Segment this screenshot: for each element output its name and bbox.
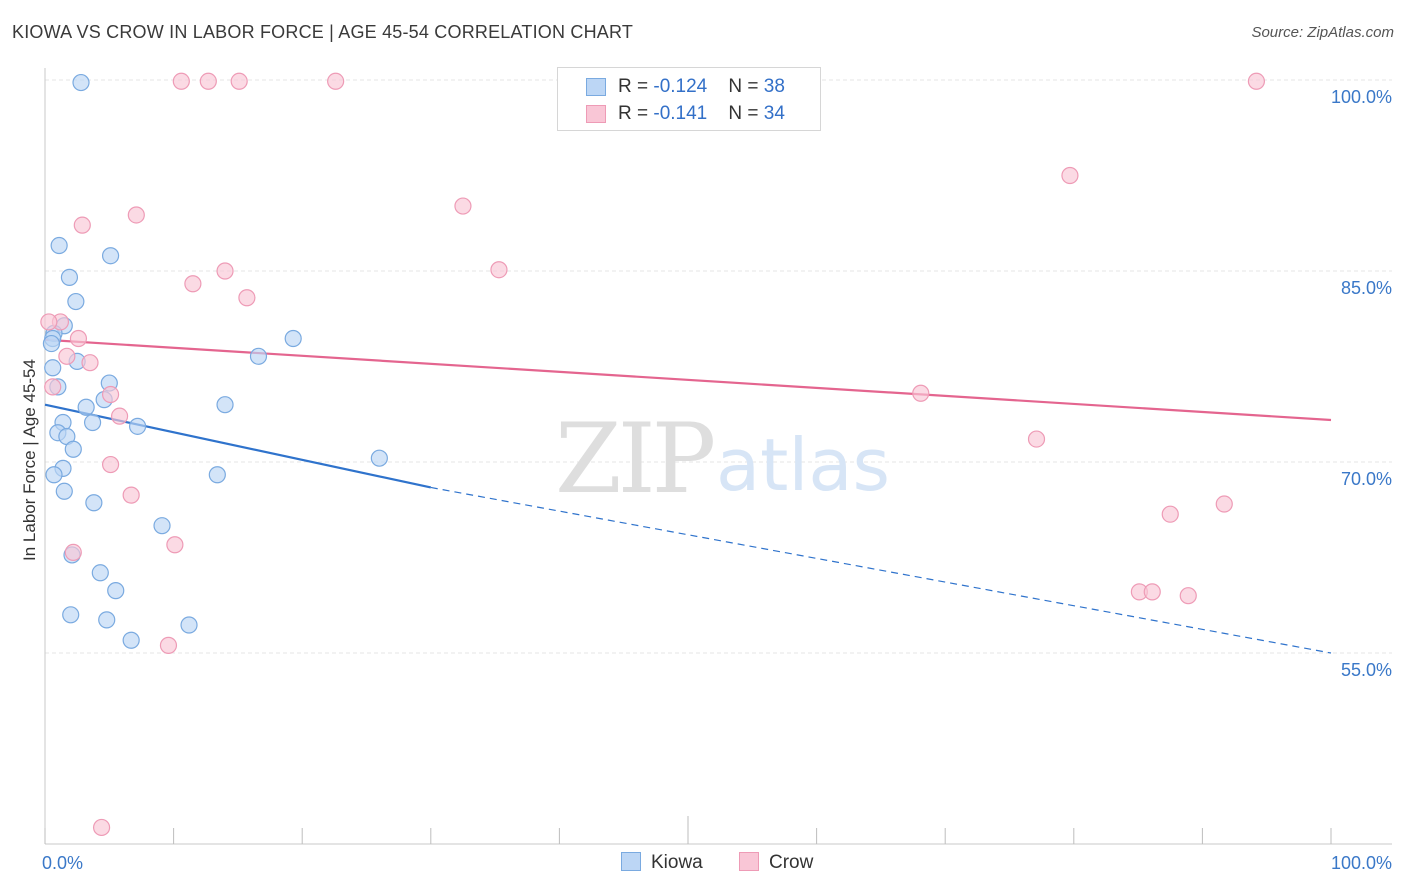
crow-r-value: -0.141: [653, 103, 708, 124]
kiowa-trend-extension: [430, 486, 1332, 654]
kiowa-trend-line: [44, 403, 432, 489]
crow-point: [69, 329, 88, 348]
crow-point: [122, 486, 140, 504]
stats-legend: R = -0.124 N = 38 R = -0.141 N = 34: [557, 67, 821, 131]
crow-point: [44, 378, 62, 396]
crow-point: [184, 275, 202, 293]
crow-n-label: N =: [728, 103, 764, 124]
crow-point: [327, 72, 345, 90]
crow-point: [81, 354, 99, 372]
crow-point: [101, 455, 120, 474]
axes: [44, 68, 1392, 845]
bottom-kiowa-label: Kiowa: [651, 852, 703, 873]
crow-point: [1247, 72, 1266, 90]
y-tick-label: 100.0%: [1331, 87, 1392, 107]
kiowa-point: [98, 611, 116, 629]
crow-point: [73, 216, 91, 234]
crow-point: [40, 313, 58, 331]
chart-title: KIOWA VS CROW IN LABOR FORCE | AGE 45-54…: [12, 22, 634, 42]
kiowa-point: [107, 582, 125, 600]
bottom-legend-crow[interactable]: Crow: [739, 852, 813, 874]
crow-point: [110, 407, 129, 425]
kiowa-point: [67, 292, 85, 311]
kiowa-point: [216, 396, 234, 414]
kiowa-point: [91, 564, 109, 582]
crow-swatch: [586, 105, 606, 123]
source-attribution: Source: ZipAtlas.com: [1251, 24, 1394, 41]
crow-points: [40, 72, 1266, 837]
crow-point: [127, 206, 145, 224]
crow-point: [912, 384, 930, 402]
legend-crow-text: R = -0.141 N = 34: [618, 103, 785, 125]
watermark-atlas: atlas: [716, 423, 890, 507]
bottom-crow-swatch: [739, 852, 759, 871]
crow-point: [166, 536, 184, 554]
kiowa-point: [77, 398, 95, 416]
crow-point: [1161, 505, 1179, 523]
kiowa-point: [284, 329, 302, 348]
y-tick-label: 85.0%: [1341, 278, 1392, 298]
crow-point: [454, 197, 472, 215]
kiowa-point: [249, 347, 268, 365]
legend-kiowa-text: R = -0.124 N = 38: [618, 76, 785, 98]
kiowa-point: [44, 359, 62, 377]
kiowa-point: [83, 413, 102, 432]
kiowa-point: [128, 417, 147, 435]
legend-row-crow: R = -0.141 N = 34: [558, 101, 820, 129]
x-tick-label-min: 0.0%: [42, 853, 83, 873]
crow-point: [1027, 430, 1046, 448]
kiowa-point: [72, 73, 90, 92]
y-tick-labels: 100.0% 85.0% 70.0% 55.0%: [1331, 87, 1392, 680]
y-tick-label: 70.0%: [1341, 469, 1392, 489]
grid-lines: [45, 79, 1392, 654]
x-tick-label-max: 100.0%: [1331, 853, 1392, 873]
kiowa-r-label: R =: [618, 76, 654, 97]
legend-row-kiowa: R = -0.124 N = 38: [558, 74, 820, 102]
kiowa-swatch: [586, 78, 606, 96]
kiowa-n-value: 38: [763, 76, 785, 97]
kiowa-point: [64, 440, 82, 458]
watermark: ZIP atlas: [555, 403, 890, 515]
crow-point: [101, 385, 120, 404]
kiowa-point: [122, 631, 140, 649]
crow-point: [159, 636, 178, 654]
crow-n-value: 34: [763, 103, 785, 124]
crow-point: [1143, 583, 1161, 601]
x-tick-labels: 0.0% 100.0%: [42, 853, 1392, 873]
crow-r-label: R =: [618, 103, 654, 124]
watermark-zip: ZIP: [555, 403, 714, 515]
kiowa-point: [85, 494, 103, 512]
kiowa-r-value: -0.124: [653, 76, 708, 97]
crow-point: [230, 72, 248, 90]
bottom-crow-label: Crow: [769, 852, 814, 873]
kiowa-point: [153, 517, 171, 535]
kiowa-n-label: N =: [728, 76, 764, 97]
kiowa-point: [180, 616, 198, 634]
kiowa-point: [42, 334, 61, 353]
y-tick-label: 55.0%: [1341, 660, 1392, 680]
crow-point: [490, 261, 508, 279]
crow-point: [58, 347, 76, 365]
crow-point: [238, 289, 256, 307]
bottom-kiowa-swatch: [621, 852, 641, 871]
kiowa-point: [208, 466, 226, 484]
crow-point: [64, 543, 82, 562]
kiowa-point: [55, 482, 73, 500]
kiowa-point: [62, 606, 80, 624]
kiowa-point: [101, 247, 120, 265]
kiowa-point: [370, 449, 388, 467]
crow-point: [1179, 587, 1197, 605]
crow-point: [92, 818, 111, 837]
crow-point: [199, 72, 217, 90]
kiowa-point: [60, 268, 79, 286]
kiowa-point: [50, 236, 68, 255]
crow-point: [1215, 495, 1233, 513]
bottom-legend-kiowa[interactable]: Kiowa: [621, 852, 703, 874]
kiowa-point: [45, 466, 63, 484]
crow-point: [1061, 166, 1079, 185]
crow-point: [216, 262, 234, 280]
crow-point: [172, 72, 190, 90]
